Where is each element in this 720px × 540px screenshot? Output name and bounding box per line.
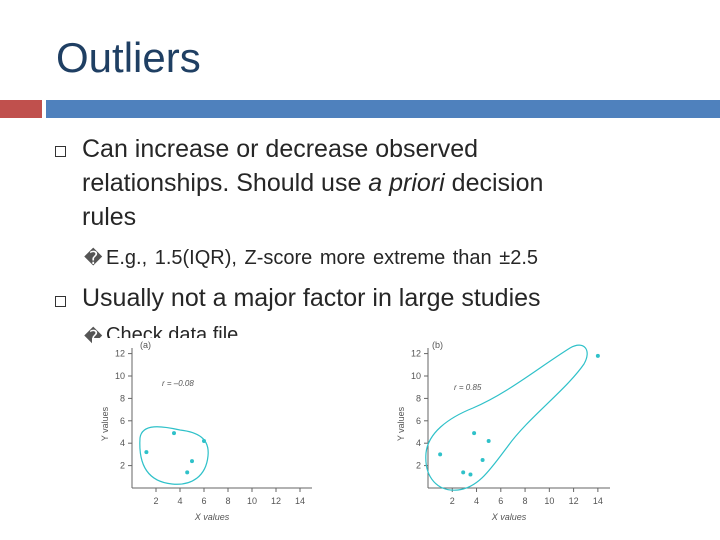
correlation-annotation: r = 0.85 <box>454 383 482 392</box>
x-tick-label: 2 <box>153 496 158 506</box>
y-tick-label: 8 <box>120 393 125 403</box>
title-accent-bar-red <box>0 100 42 118</box>
x-axis-label: X values <box>194 512 230 522</box>
bullet-1-italic-phrase: a priori <box>368 169 445 197</box>
x-tick-label: 6 <box>498 496 503 506</box>
x-tick-label: 12 <box>271 496 281 506</box>
y-axis-label: Y values <box>100 406 110 441</box>
y-axis-label: Y values <box>396 406 406 441</box>
bullet-square-icon <box>55 146 66 157</box>
x-tick-label: 10 <box>544 496 554 506</box>
data-envelope-outline <box>425 344 588 491</box>
x-tick-label: 10 <box>247 496 257 506</box>
y-tick-label: 6 <box>120 416 125 426</box>
scatter-plot-b: 2 4 6 8 10 12 14 2 4 6 8 10 12 X values Y values (b) r =… <box>388 338 620 528</box>
y-tick-label: 10 <box>115 371 125 381</box>
x-tick-label: 8 <box>225 496 230 506</box>
sub-bullet-1-text: E.g., 1.5(IQR), Z-score more extreme tha… <box>106 247 539 269</box>
correlation-annotation: r = –0.08 <box>162 379 194 388</box>
data-envelope-outline <box>139 426 209 485</box>
slide-title: Outliers <box>56 34 201 81</box>
bullet-1-line-2-start: relationships. Should use <box>82 169 369 197</box>
x-tick-label: 14 <box>295 496 305 506</box>
panel-label: (b) <box>432 340 443 350</box>
data-point <box>595 353 600 358</box>
y-tick-label: 12 <box>411 349 421 359</box>
data-point <box>202 438 206 443</box>
x-tick-label: 8 <box>523 496 528 506</box>
x-tick-label: 4 <box>177 496 182 506</box>
y-tick-label: 4 <box>416 438 421 448</box>
bullet-1-line-1: Can increase or decrease observed <box>82 135 479 163</box>
x-tick-label: 2 <box>450 496 455 506</box>
y-tick-label: 4 <box>120 438 125 448</box>
data-point <box>185 470 190 475</box>
data-point <box>144 450 149 455</box>
x-tick-label: 12 <box>569 496 579 506</box>
bullet-1-line-2-end: decision <box>444 169 544 197</box>
data-point <box>190 459 194 464</box>
scatter-plot-a: 2 4 6 8 10 12 14 2 4 6 8 10 12 X values Y values (a) r =… <box>92 338 322 528</box>
data-point <box>172 431 176 436</box>
y-tick-label: 10 <box>411 371 421 381</box>
data-point <box>438 452 443 457</box>
x-axis-label: X values <box>491 512 527 522</box>
bullet-1-line-3: rules <box>82 203 137 231</box>
x-tick-label: 6 <box>201 496 206 506</box>
y-tick-label: 12 <box>115 349 125 359</box>
sub-bullet-marker-icon: � <box>84 248 103 268</box>
title-accent-bar-blue <box>46 100 720 118</box>
y-tick-label: 8 <box>416 393 421 403</box>
data-point <box>486 438 491 443</box>
bullet-square-icon <box>55 296 66 307</box>
data-point <box>461 470 466 475</box>
data-point <box>472 431 477 436</box>
x-tick-label: 4 <box>474 496 479 506</box>
y-tick-label: 2 <box>120 461 125 471</box>
data-point <box>468 472 473 477</box>
y-tick-label: 2 <box>416 461 421 471</box>
bullet-2-text: Usually not a major factor in large stud… <box>82 284 541 312</box>
panel-label: (a) <box>140 340 151 350</box>
y-tick-label: 6 <box>416 416 421 426</box>
bullet-1-line-2: relationships. Should use a priori decis… <box>82 167 543 199</box>
x-tick-label: 14 <box>593 496 603 506</box>
data-point <box>480 458 485 462</box>
